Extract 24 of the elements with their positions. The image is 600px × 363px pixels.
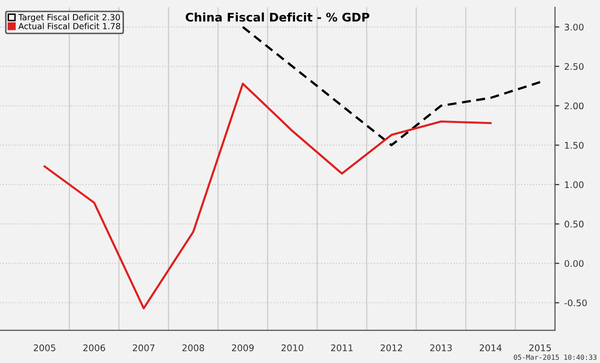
x-tick-label: 2010 bbox=[282, 344, 304, 352]
y-tick-label: 0.00 bbox=[564, 260, 584, 267]
x-tick-label: 2009 bbox=[232, 344, 254, 352]
y-tick-label: 1.50 bbox=[565, 142, 584, 149]
x-tick-label: 2006 bbox=[83, 344, 106, 352]
y-tick-label: 3.00 bbox=[564, 24, 584, 31]
line-series bbox=[242, 26, 542, 146]
line-series bbox=[44, 82, 492, 310]
x-tick-label: 2011 bbox=[331, 344, 353, 352]
y-tick-label: 1.00 bbox=[565, 181, 584, 188]
legend-label: Target Fiscal Deficit 2.30 bbox=[18, 14, 120, 22]
y-tick-label: 2.50 bbox=[564, 63, 584, 70]
x-tick-label: 2007 bbox=[132, 344, 154, 352]
y-tick-label: -0.50 bbox=[564, 299, 587, 306]
x-tick-label: 2014 bbox=[480, 344, 502, 352]
x-tick-label: 2015 bbox=[529, 344, 551, 352]
x-tick-label: 2005 bbox=[34, 344, 56, 352]
y-tick-label: 0.50 bbox=[564, 220, 584, 228]
x-tick-label: 2008 bbox=[182, 344, 204, 352]
legend-label: Actual Fiscal Deficit 1.78 bbox=[18, 22, 120, 30]
x-tick-label: 2012 bbox=[380, 344, 402, 352]
chart-title: China Fiscal Deficit - % GDP bbox=[186, 12, 370, 22]
x-tick-label: 2013 bbox=[430, 344, 452, 352]
y-tick-label: 2.00 bbox=[564, 102, 584, 110]
